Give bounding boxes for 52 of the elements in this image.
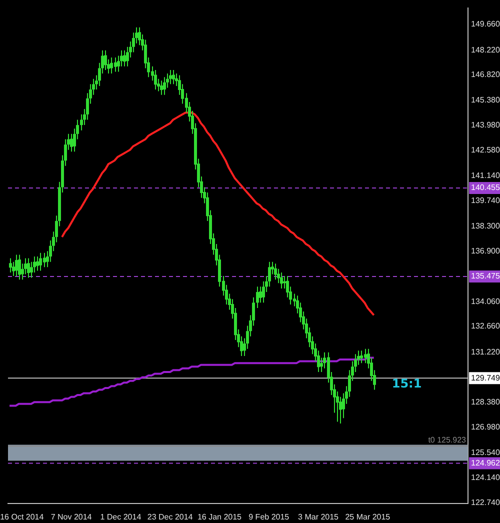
y-tick-label: 125.540 [471,448,500,458]
y-tick-label: 146.820 [471,70,500,80]
candlestick [36,256,39,272]
y-tick-label: 136.900 [471,246,500,256]
y-tick-label: 143.980 [471,120,500,130]
candlestick [15,254,18,277]
ref-line-label: t0 125.923 [428,435,467,444]
y-tick-label: 148.220 [471,45,500,54]
y-tick-label: 128.380 [471,398,500,407]
y-tick-label: 142.580 [471,145,500,154]
annotation: 15:1 [392,376,422,391]
candlestick [360,350,363,364]
candlestick [104,50,107,70]
candlestick [27,258,30,278]
candlestick [114,57,117,72]
candlestick [169,69,172,85]
ref-line-label: 140.455 [471,183,500,192]
candlestick [256,286,259,308]
ref-line-label: 135.475 [471,272,500,281]
y-tick-label: 138.300 [471,221,500,230]
candlestick [163,76,166,96]
candlestick [9,258,12,273]
y-tick-label: 131.220 [471,347,500,356]
candlestick [123,50,126,67]
x-tick-label: 1 Dec 2014 [100,512,142,522]
x-tick-label: 7 Nov 2014 [50,512,92,522]
y-tick-label: 124.140 [471,473,500,482]
candlestick [110,57,113,74]
y-tick-label: 126.980 [471,422,500,432]
candlestick [18,254,21,280]
y-tick-label: 132.660 [471,322,500,331]
candlestick [154,69,157,90]
y-tick-label: 122.740 [471,498,500,507]
y-tick-label: 149.660 [471,20,500,29]
x-tick-label: 16 Jan 2015 [197,512,242,522]
ref-line-label: 124.962 [471,458,500,468]
x-tick-label: 16 Oct 2014 [0,512,44,522]
x-tick-label: 3 Mar 2015 [298,512,340,522]
y-tick-label: 134.060 [471,296,500,306]
candlestick [39,252,42,272]
x-tick-label: 25 Mar 2015 [345,512,391,522]
x-tick-label: 23 Dec 2014 [147,512,194,522]
candlestick [43,252,46,268]
y-tick-label: 141.140 [471,171,500,180]
ref-line-label: 129.749 [471,373,500,382]
candlestick [172,69,175,85]
candlestick [274,263,277,280]
y-tick-label: 139.740 [471,196,500,205]
y-tick-label: 145.380 [471,96,500,105]
candlestick [280,272,283,289]
x-tick-label: 9 Feb 2015 [248,512,290,522]
candlestick [160,80,163,96]
